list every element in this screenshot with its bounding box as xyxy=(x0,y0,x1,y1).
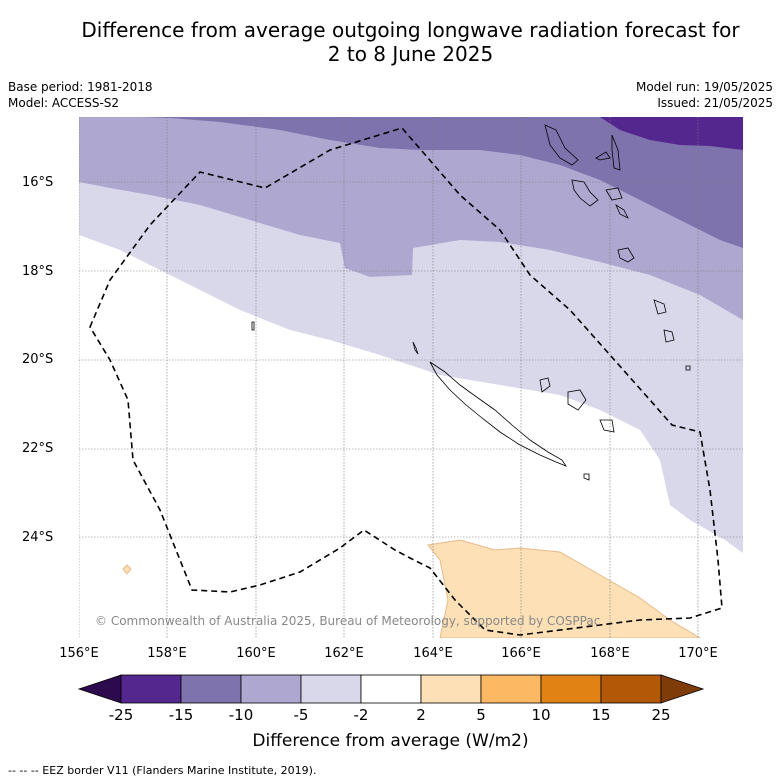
anomaly-spot-plus2 xyxy=(122,564,132,575)
colorbar xyxy=(77,674,705,704)
lat-label-16s: 16°S xyxy=(22,175,54,190)
issued-date: Issued: 21/05/2025 xyxy=(657,96,773,110)
island-vanuatu-efate xyxy=(605,187,623,201)
map-area xyxy=(79,117,743,638)
island-vanuatu-erromango xyxy=(617,247,635,263)
lat-label-18s: 18°S xyxy=(22,264,54,279)
island-vanuatu-tanna xyxy=(653,299,667,315)
colorbar-swatch-9 xyxy=(600,674,662,704)
colorbar-tick-label: 25 xyxy=(651,706,671,724)
colorbar-tick-label: -5 xyxy=(293,706,309,724)
colorbar-tick-label: -2 xyxy=(353,706,369,724)
anomaly-band-plus2-to-plus5 xyxy=(427,539,701,638)
colorbar-swatch-above-25 xyxy=(660,674,705,704)
colorbar-tick-label: 2 xyxy=(416,706,426,724)
lon-label-158e: 158°E xyxy=(147,646,187,661)
gridlines xyxy=(79,117,743,638)
lon-label-166e: 166°E xyxy=(501,646,541,661)
colorbar-tick-label: -25 xyxy=(108,706,134,724)
island-vanuatu-3 xyxy=(611,134,621,171)
lon-label-170e: 170°E xyxy=(678,646,718,661)
colorbar-swatch-6 xyxy=(420,674,482,704)
colorbar-swatch-5 xyxy=(360,674,422,704)
chart-title: Difference from average outgoing longwav… xyxy=(0,18,781,66)
colorbar-swatch-2 xyxy=(180,674,242,704)
lon-label-164e: 164°E xyxy=(413,646,453,661)
island-loyalty-1 xyxy=(539,377,551,393)
lat-label-24s: 24°S xyxy=(22,530,54,545)
colorbar-tick-label: 5 xyxy=(476,706,486,724)
colorbar-swatch-below-25 xyxy=(77,674,122,704)
meta-left: Base period: 1981-2018 Model: ACCESS-S2 xyxy=(8,79,153,111)
anomaly-band-minus15-to-minus25 xyxy=(600,117,743,150)
island-small-nc-north xyxy=(412,341,419,355)
island-small-east xyxy=(685,365,691,371)
lon-label-168e: 168°E xyxy=(590,646,630,661)
lon-label-156e: 156°E xyxy=(59,646,99,661)
colorbar-tick-label: 10 xyxy=(531,706,551,724)
island-vanuatu-malekula xyxy=(571,179,599,207)
copyright-notice: © Commonwealth of Australia 2025, Bureau… xyxy=(95,614,601,628)
title-line-1: Difference from average outgoing longwav… xyxy=(81,18,740,42)
colorbar-swatch-1 xyxy=(120,674,182,704)
island-isle-of-pines xyxy=(583,473,590,481)
eez-border xyxy=(89,127,723,636)
colorbar-tick-label: -10 xyxy=(228,706,254,724)
lat-label-20s: 20°S xyxy=(22,352,54,367)
colorbar-tick-label: -15 xyxy=(168,706,194,724)
island-vanuatu-aneityum xyxy=(663,329,675,343)
colorbar-tick-label: 15 xyxy=(591,706,611,724)
lon-label-162e: 162°E xyxy=(324,646,364,661)
island-loyalty-2 xyxy=(567,389,587,411)
lon-label-160e: 160°E xyxy=(236,646,276,661)
colorbar-swatch-7 xyxy=(480,674,542,704)
island-vanuatu-2 xyxy=(595,151,611,161)
island-new-caledonia xyxy=(429,361,568,467)
base-period: Base period: 1981-2018 xyxy=(8,80,153,94)
colorbar-swatch-3 xyxy=(240,674,302,704)
coastlines xyxy=(251,124,691,481)
model-name: Model: ACCESS-S2 xyxy=(8,96,120,110)
island-vanuatu-espiritu xyxy=(544,124,579,166)
island-vanuatu-4 xyxy=(615,203,629,219)
colorbar-swatch-4 xyxy=(300,674,362,704)
model-run: Model run: 19/05/2025 xyxy=(635,80,773,94)
colorbar-title: Difference from average (W/m2) xyxy=(252,731,529,751)
lat-label-22s: 22°S xyxy=(22,441,54,456)
title-line-2: 2 to 8 June 2025 xyxy=(327,42,494,66)
island-small-west xyxy=(251,321,255,331)
eez-legend: -- -- -- EEZ border V11 (Flanders Marine… xyxy=(8,764,317,777)
island-loyalty-3 xyxy=(599,419,615,433)
meta-right: Model run: 19/05/2025 Issued: 21/05/2025 xyxy=(636,79,773,111)
colorbar-swatch-8 xyxy=(540,674,602,704)
anomaly-band-minus10-to-minus15 xyxy=(140,117,743,248)
